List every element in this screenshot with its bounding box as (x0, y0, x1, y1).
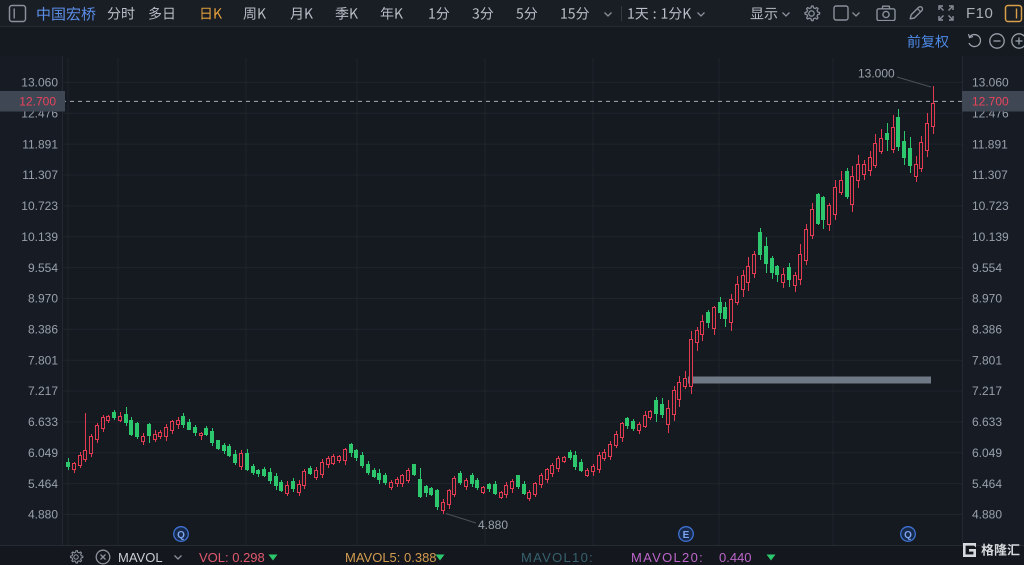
svg-text:4.880: 4.880 (972, 508, 1002, 522)
svg-text:Q: Q (177, 530, 185, 541)
svg-text:13.060: 13.060 (972, 76, 1009, 90)
svg-text:8.970: 8.970 (972, 292, 1002, 306)
svg-text:11.891: 11.891 (22, 137, 58, 151)
svg-text:12.700: 12.700 (972, 95, 1009, 109)
svg-text:10.139: 10.139 (21, 230, 58, 244)
svg-text:10.723: 10.723 (21, 199, 58, 213)
svg-text:6.633: 6.633 (972, 415, 1002, 429)
svg-text:11.891: 11.891 (972, 137, 1008, 151)
svg-text:E: E (683, 530, 690, 541)
svg-text:6.049: 6.049 (28, 446, 58, 460)
svg-text:7.801: 7.801 (28, 353, 58, 367)
svg-text:5.464: 5.464 (972, 477, 1002, 491)
svg-text:6.049: 6.049 (972, 446, 1002, 460)
svg-text:7.217: 7.217 (972, 384, 1002, 398)
svg-text:11.307: 11.307 (972, 168, 1008, 182)
svg-text:9.554: 9.554 (28, 261, 58, 275)
svg-text:10.139: 10.139 (972, 230, 1009, 244)
svg-text:8.386: 8.386 (972, 323, 1002, 337)
svg-text:10.723: 10.723 (972, 199, 1009, 213)
svg-text:5.464: 5.464 (28, 477, 58, 491)
svg-text:13.000: 13.000 (858, 67, 895, 81)
svg-text:4.880: 4.880 (478, 518, 508, 532)
svg-text:6.633: 6.633 (28, 415, 58, 429)
svg-text:7.217: 7.217 (28, 384, 58, 398)
svg-text:13.060: 13.060 (21, 76, 58, 90)
svg-text:4.880: 4.880 (28, 508, 58, 522)
svg-text:8.970: 8.970 (28, 292, 58, 306)
svg-text:Q: Q (904, 530, 912, 541)
svg-text:12.700: 12.700 (19, 95, 56, 109)
svg-text:7.801: 7.801 (972, 353, 1002, 367)
svg-text:9.554: 9.554 (972, 261, 1002, 275)
svg-text:11.307: 11.307 (22, 168, 58, 182)
svg-text:8.386: 8.386 (28, 323, 58, 337)
